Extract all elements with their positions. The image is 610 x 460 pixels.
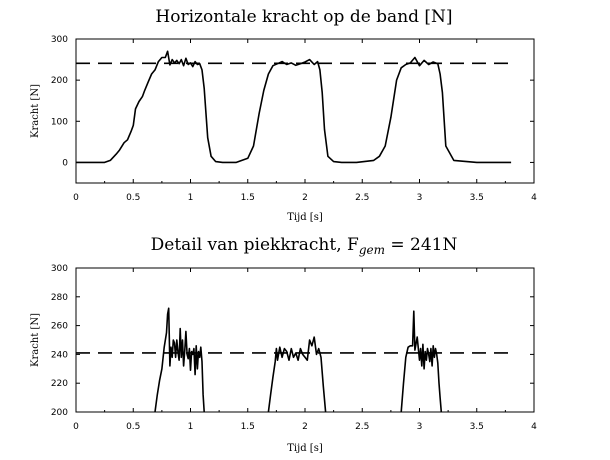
chart-top: Horizontale kracht op de band [N] 0 0.5 1 1… <box>30 7 537 223</box>
x-tick-label: 0.5 <box>126 193 140 203</box>
x-tick-label: 2.5 <box>355 422 369 432</box>
x-tick-label: 1.5 <box>241 193 255 203</box>
chart-bottom-y-label: Kracht [N] <box>30 313 41 367</box>
y-tick-label: 0 <box>62 158 68 168</box>
y-tick-label: 300 <box>51 264 68 274</box>
x-tick-label: 1 <box>188 193 194 203</box>
peak-segment-3 <box>400 310 443 413</box>
chart-top-series-line <box>76 50 512 164</box>
y-tick-label: 200 <box>51 76 68 86</box>
y-tick-label: 100 <box>51 117 68 127</box>
x-tick-label: 3 <box>417 193 423 203</box>
chart-bottom-x-label: Tijd [s] <box>287 443 323 454</box>
y-tick-label: 200 <box>51 408 68 418</box>
peak-segment-2 <box>267 336 327 413</box>
chart-bottom-series <box>154 307 443 413</box>
x-tick-label: 3 <box>417 422 423 432</box>
chart-bottom: Detail van piekkracht, Fgem = 241N 0 0.5 1… <box>30 235 537 454</box>
chart-top-y-label: Kracht [N] <box>30 84 41 138</box>
y-tick-label: 260 <box>51 322 68 332</box>
chart-bottom-title-main: Detail van piekkracht, F <box>151 235 359 255</box>
x-tick-label: 0 <box>73 193 79 203</box>
chart-bottom-title: Detail van piekkracht, Fgem = 241N <box>151 235 458 257</box>
y-tick-label: 240 <box>51 350 68 360</box>
x-tick-label: 0.5 <box>126 422 140 432</box>
y-tick-label: 300 <box>51 35 68 45</box>
chart-bottom-plot-frame <box>75 267 535 413</box>
chart-top-title: Horizontale kracht op de band [N] <box>155 7 452 27</box>
x-tick-label: 2 <box>302 422 308 432</box>
x-tick-label: 0 <box>73 422 79 432</box>
x-tick-label: 3.5 <box>470 422 484 432</box>
peak-segment-1 <box>154 307 205 413</box>
chart-bottom-ticks: 0 0.5 1 1.5 2 2.5 3 3.5 4 200 220 240 260 280 300 <box>51 264 537 432</box>
x-tick-label: 2 <box>302 193 308 203</box>
y-tick-label: 220 <box>51 379 68 389</box>
chart-bottom-title-subscript: gem <box>359 243 385 257</box>
x-tick-label: 1 <box>188 422 194 432</box>
chart-top-x-label: Tijd [s] <box>287 212 323 223</box>
x-tick-label: 3.5 <box>470 193 484 203</box>
chart-bottom-title-suffix: = 241N <box>385 235 457 255</box>
x-tick-label: 2.5 <box>355 193 369 203</box>
chart-top-ticks: 0 0.5 1 1.5 2 2.5 3 3.5 4 0 100 200 300 <box>51 35 537 203</box>
x-tick-label: 1.5 <box>241 422 255 432</box>
x-tick-label: 4 <box>531 422 537 432</box>
x-tick-label: 4 <box>531 193 537 203</box>
y-tick-label: 280 <box>51 293 68 303</box>
